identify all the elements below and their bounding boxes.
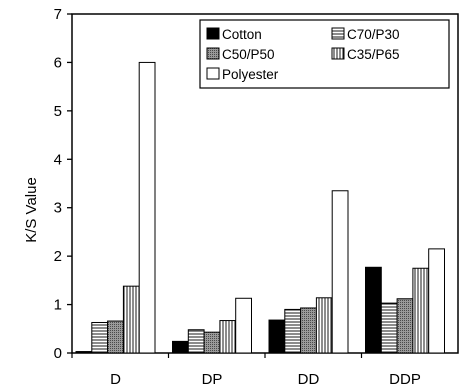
- x-axis: D DP DD DDP: [72, 353, 421, 388]
- bar-dp-polyester: [236, 298, 252, 353]
- bar-ddp-c50-p50: [397, 299, 413, 353]
- legend-label-c70-p30: C70/P30: [347, 27, 400, 42]
- y-tick-label: 3: [54, 200, 62, 217]
- legend-label-cotton: Cotton: [222, 27, 262, 42]
- bar-ddp-polyester: [429, 249, 445, 353]
- bar-d-c70-p30: [92, 322, 108, 353]
- legend-swatch-c50-p50: [207, 48, 219, 59]
- bar-d-c50-p50: [108, 321, 124, 353]
- y-tick-label: 4: [54, 151, 62, 168]
- x-tick-label-dp: DP: [202, 371, 223, 388]
- bar-d-c35-p65: [123, 286, 139, 353]
- legend-swatch-c35-p65: [332, 48, 344, 59]
- bar-dp-c50-p50: [204, 332, 220, 353]
- y-tick-label: 5: [54, 103, 62, 120]
- bar-dd-c50-p50: [301, 308, 317, 353]
- bar-d-polyester: [139, 62, 155, 353]
- x-tick-label-dd: DD: [298, 371, 320, 388]
- y-axis-title: K/S Value: [23, 177, 40, 243]
- legend-label-c50-p50: C50/P50: [222, 47, 275, 62]
- bar-dp-cotton: [173, 341, 189, 353]
- x-tick-label-d: D: [110, 371, 121, 388]
- bar-dd-c70-p30: [285, 309, 301, 353]
- bar-d-cotton: [76, 352, 92, 353]
- y-tick-label: 1: [54, 297, 62, 314]
- legend-label-c35-p65: C35/P65: [347, 47, 400, 62]
- bar-ddp-cotton: [366, 267, 382, 353]
- bar-dd-polyester: [332, 191, 348, 353]
- legend-swatch-polyester: [207, 68, 219, 79]
- x-tick-label-ddp: DDP: [389, 371, 421, 388]
- legend-swatch-cotton: [207, 28, 219, 39]
- bar-dp-c35-p65: [220, 321, 236, 353]
- bar-ddp-c70-p30: [381, 303, 397, 353]
- y-tick-label: 7: [54, 6, 62, 23]
- bar-ddp-c35-p65: [413, 268, 429, 353]
- legend-swatch-c70-p30: [332, 28, 344, 39]
- legend-label-polyester: Polyester: [222, 67, 279, 82]
- bar-dd-c35-p65: [316, 298, 332, 353]
- bar-dp-c70-p30: [188, 330, 204, 353]
- y-tick-label: 2: [54, 248, 62, 265]
- y-tick-label: 0: [54, 345, 62, 362]
- y-axis: 0 1 2 3 4 5 6 7: [54, 6, 72, 362]
- legend: Cotton C70/P30 C50/P50 C35/P65 Polyester: [200, 20, 449, 88]
- bar-dd-cotton: [269, 320, 285, 353]
- y-tick-label: 6: [54, 54, 62, 71]
